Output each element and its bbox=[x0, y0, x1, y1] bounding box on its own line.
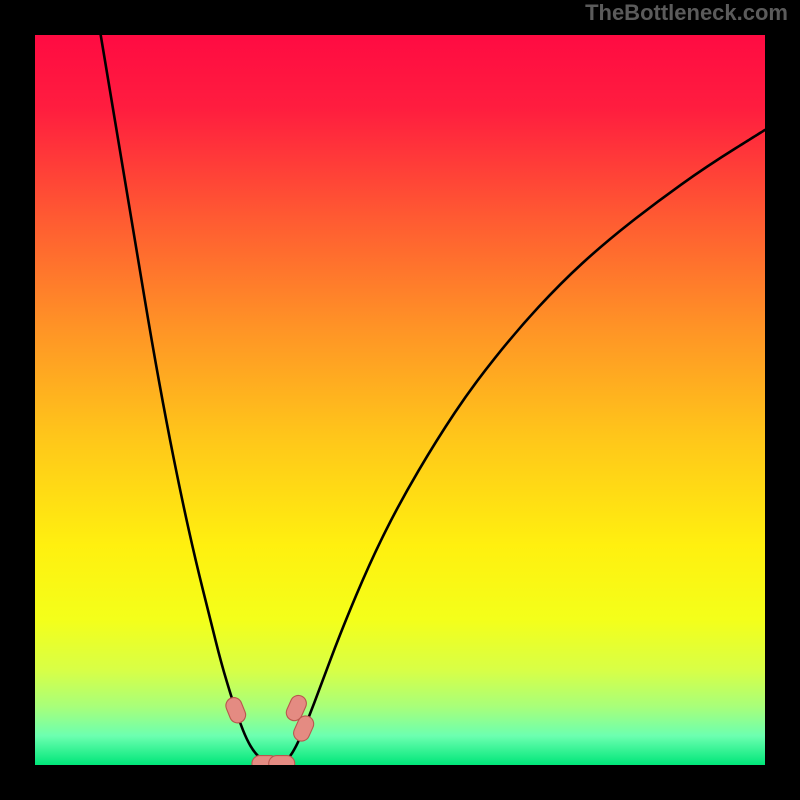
plot-area bbox=[35, 35, 765, 765]
watermark-text: TheBottleneck.com bbox=[585, 0, 788, 26]
gradient-background bbox=[35, 35, 765, 765]
chart-svg bbox=[35, 35, 765, 765]
figure-frame: TheBottleneck.com bbox=[0, 0, 800, 800]
data-marker bbox=[269, 756, 295, 765]
